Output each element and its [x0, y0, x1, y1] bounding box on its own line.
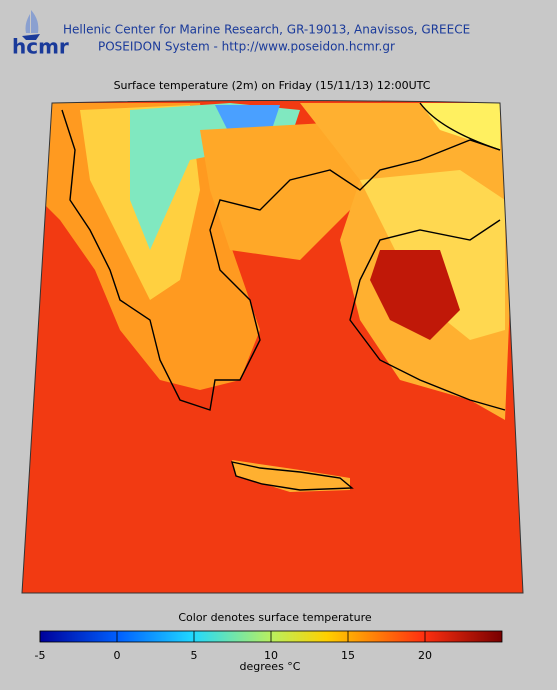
- coastline: [61, 102, 506, 491]
- colorbar-tick-label: 15: [341, 649, 355, 662]
- colorbar-tick-label: 10: [264, 649, 278, 662]
- logo-text: hcmr: [12, 35, 69, 59]
- map-title: Surface temperature (2m) on Friday (15/1…: [114, 79, 431, 92]
- colorbar-tick-label: 20: [418, 649, 432, 662]
- colorbar-tick-label: 5: [191, 649, 198, 662]
- colorbar-tick-label: -5: [35, 649, 46, 662]
- colorbar-label: degrees °C: [240, 660, 301, 673]
- header-line: POSEIDON System - http://www.poseidon.hc…: [98, 40, 395, 54]
- colorbar-tick-label: 0: [114, 649, 121, 662]
- header-line: Hellenic Center for Marine Research, GR-…: [63, 23, 470, 37]
- logo: hcmr: [12, 10, 69, 59]
- colorbar-title: Color denotes surface temperature: [178, 611, 372, 624]
- map-frame: [21, 100, 524, 594]
- map: [22, 100, 523, 593]
